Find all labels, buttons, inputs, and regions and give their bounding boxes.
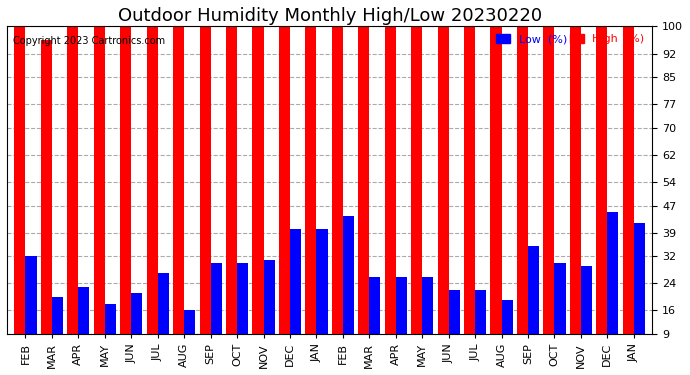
Bar [94,27,105,364]
Text: Copyright 2023 Cartronics.com: Copyright 2023 Cartronics.com [13,36,166,46]
Bar [622,27,634,364]
Bar [358,27,369,364]
Bar [475,290,486,364]
Bar [184,310,195,364]
Bar [199,27,210,364]
Bar [448,290,460,364]
Bar [14,27,26,364]
Bar [253,27,264,364]
Bar [570,27,581,364]
Bar [607,212,618,364]
Bar [596,27,607,364]
Bar [332,27,343,364]
Bar [396,277,407,364]
Bar [173,27,184,364]
Bar [264,260,275,364]
Bar [290,229,301,364]
Bar [581,267,592,364]
Bar [437,27,448,364]
Bar [464,27,475,364]
Bar [41,40,52,364]
Bar [146,27,158,364]
Bar [411,27,422,364]
Title: Outdoor Humidity Monthly High/Low 20230220: Outdoor Humidity Monthly High/Low 202302… [117,7,542,25]
Bar [317,229,328,364]
Bar [369,277,380,364]
Bar [343,216,354,364]
Bar [67,27,79,364]
Bar [105,304,116,364]
Bar [555,263,566,364]
Bar [422,277,433,364]
Bar [634,222,645,364]
Bar [517,27,528,364]
Bar [528,246,539,364]
Bar [491,27,502,364]
Bar [279,27,290,364]
Bar [26,256,37,364]
Bar [305,27,317,364]
Bar [120,27,131,364]
Bar [502,300,513,364]
Bar [158,273,169,364]
Bar [384,27,396,364]
Bar [226,27,237,364]
Bar [131,294,142,364]
Legend: Low  (%), High  (%): Low (%), High (%) [494,32,647,46]
Bar [237,263,248,364]
Bar [79,287,90,364]
Bar [210,263,221,364]
Bar [52,297,63,364]
Bar [543,27,555,364]
